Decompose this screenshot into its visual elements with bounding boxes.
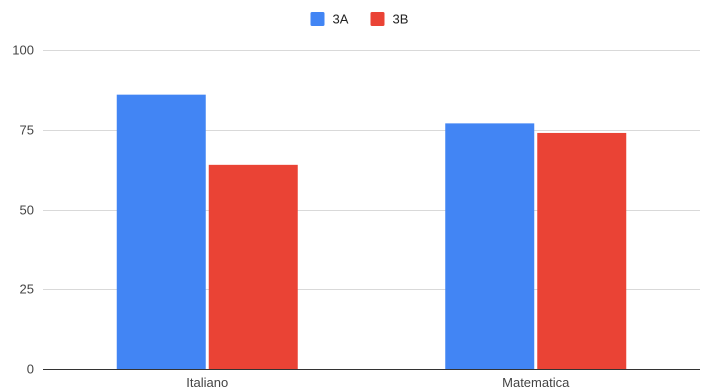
bar-3a-matematica (445, 123, 535, 370)
chart-bars (116, 94, 627, 370)
legend-item-3a[interactable]: 3A (310, 12, 349, 27)
legend-swatch-3a (310, 12, 325, 26)
legend-label-3b: 3B (393, 12, 409, 27)
y-tick-label-25: 25 (20, 282, 34, 297)
y-tick-label-0: 0 (27, 362, 34, 377)
legend-swatch-3b (370, 12, 385, 26)
y-tick-label-50: 50 (20, 203, 34, 218)
bar-3b-matematica (537, 132, 627, 369)
y-tick-label-100: 100 (12, 43, 34, 58)
bar-3a-italiano (116, 94, 206, 369)
y-axis-ticks: 0 25 50 75 100 (12, 43, 34, 377)
y-tick-label-75: 75 (20, 123, 34, 138)
bar-3b-italiano (208, 164, 298, 369)
legend-label-3a: 3A (333, 12, 349, 27)
x-axis-labels: Italiano Matematica (186, 375, 570, 389)
x-tick-label-italiano: Italiano (186, 375, 228, 389)
x-tick-label-matematica: Matematica (502, 375, 570, 389)
chart-legend: 3A 3B (310, 12, 409, 27)
legend-item-3b[interactable]: 3B (370, 12, 409, 27)
